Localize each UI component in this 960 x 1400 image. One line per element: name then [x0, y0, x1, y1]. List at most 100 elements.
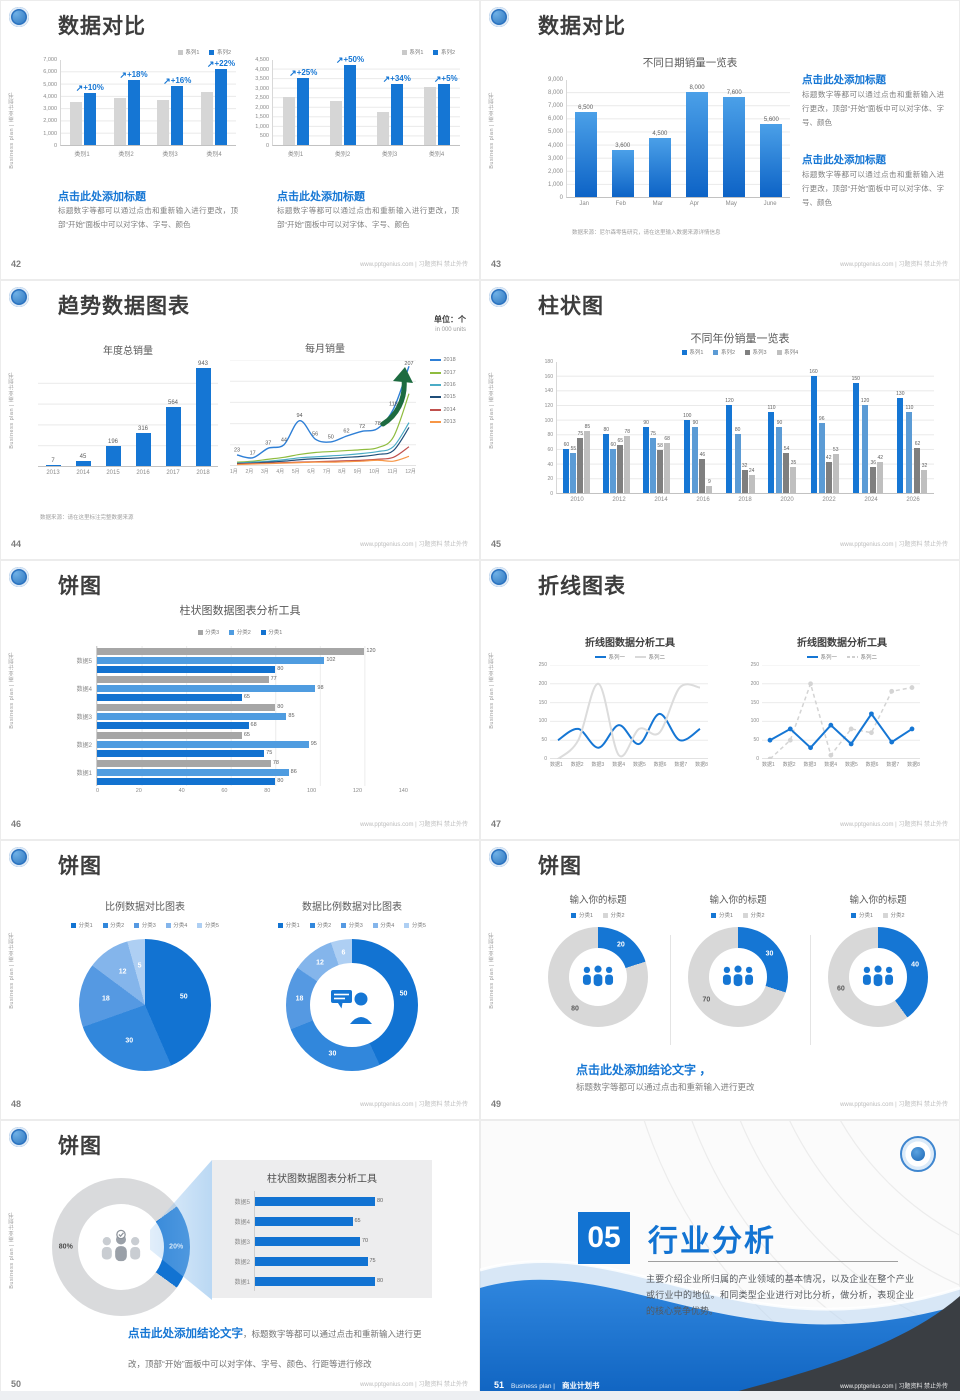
grouped-column-chart: 180 160 140 120 100 80 60 40 20 0 60 55 75 85 80 60 65 78…	[538, 359, 934, 503]
svg-text:50: 50	[328, 434, 334, 440]
data-source-note: 数据来源：尼尔森零售研究，请在这里输入数据来源详情信息	[572, 230, 721, 236]
school-logo-icon	[9, 1127, 29, 1147]
sidebar-watermark: Business plan | 商业计划书	[9, 652, 15, 729]
slide-42[interactable]: Business plan | 商业计划书 数据对比 系列1 系列2 7,000 6…	[0, 0, 480, 280]
block-body: 标题数字等都可以通过点击和重新输入进行更改，顶部“开始”面板中可以对字体、字号、…	[802, 90, 944, 127]
footer-text: www.pptgenius.com | 习题资料 禁止外传	[360, 1382, 468, 1388]
bar-chart-right: 系列1 系列2 4,500 4,000 3,500 3,000 2,500 2,000 1,5…	[246, 48, 460, 158]
sidebar-watermark: Business plan | 商业计划书	[489, 932, 495, 1009]
svg-text:23: 23	[234, 447, 240, 453]
background-waves	[480, 1120, 960, 1400]
footer-text: www.pptgenius.com | 习题资料 禁止外传	[360, 1102, 468, 1108]
chart-legend: 分类3 分类2 分类1	[120, 628, 360, 636]
chart-legend: 分类1 分类2	[672, 911, 804, 919]
svg-text:78: 78	[375, 421, 381, 427]
svg-text:37: 37	[265, 441, 271, 447]
page-number: 43	[491, 259, 502, 269]
page-number: 48	[11, 1099, 22, 1109]
school-logo-icon	[9, 847, 29, 867]
svg-text:94: 94	[296, 413, 302, 419]
page-title: 数据对比	[538, 15, 626, 38]
unit-label: 单位：个 in 000 units	[434, 315, 466, 333]
section-title: 行业分析	[648, 1225, 776, 1258]
sidebar-watermark: Business plan | 商业计划书	[9, 372, 15, 449]
analysis-panel: 柱状图数据图表分析工具 数据5 数据4 数据3 数据2 数据1 80 65 70 75 80	[212, 1160, 432, 1298]
page-title: 柱状图	[538, 295, 604, 318]
page-number: 46	[11, 819, 22, 829]
page-number: 51	[494, 1380, 505, 1390]
section-body: 主要介绍企业所归属的产业领域的基本情况，以及企业在整个产业或行业中的地位。和同类…	[646, 1274, 914, 1316]
conclusion-heading: 点击此处添加结论文字	[128, 1328, 243, 1340]
school-logo-icon	[900, 1136, 936, 1172]
chart-legend: 分类1 分类2 分类3 分类4 分类5	[252, 921, 452, 929]
slide-49[interactable]: Business plan | 商业计划书 饼图 输入你的标题 分类1 分类2 2…	[480, 840, 960, 1120]
people-group-icon	[859, 964, 897, 990]
sidebar-watermark: Business plan | 商业计划书	[9, 1212, 15, 1289]
conclusion-heading: 点击此处添加结论文字 ，	[576, 1063, 712, 1077]
slide-44[interactable]: Business plan | 商业计划书 趋势数据图表 单位：个 in 000…	[0, 280, 480, 560]
footer-text: www.pptgenius.com | 习题资料 禁止外传	[840, 542, 948, 548]
slide-51[interactable]: 05 行业分析 主要介绍企业所归属的产业领域的基本情况，以及企业在整个产业或行业…	[480, 1120, 960, 1400]
data-source-note: 数据来源：请在这里标注完整数据来源	[40, 515, 134, 521]
chart-title: 年度总销量	[103, 346, 153, 357]
slide-43[interactable]: Business plan | 商业计划书 数据对比 不同日期销量一览表 9,0…	[480, 0, 960, 280]
page-title: 趋势数据图表	[58, 295, 190, 318]
line-chart-left: 折线图数据分析工具 系列一 系列二 250 200 150 100 50 0 数据1 数据2 数据…	[530, 634, 730, 768]
horizontal-bar-chart: 数据5 数据4 数据3 数据2 数据1 120 102 80 77 98 65 80 85 68 65 95 7…	[76, 646, 408, 794]
chart-title: 输入你的标题	[849, 895, 907, 906]
slide-47[interactable]: Business plan | 商业计划书 折线图表 折线图数据分析工具 系列一…	[480, 560, 960, 840]
donut-block-2: 输入你的标题 分类1 分类2 30 70	[672, 892, 804, 1027]
svg-text:118: 118	[389, 402, 398, 408]
annual-sales-chart: 年度总销量 7 45 196 316 564 943 2013 2014 2015 2016 201…	[38, 342, 218, 476]
page-number: 50	[11, 1379, 22, 1389]
slide-48[interactable]: Business plan | 商业计划书 饼图 比例数据对比图表 分类1 分类2…	[0, 840, 480, 1120]
donut-chart: 40 60	[828, 927, 928, 1027]
page-title: 折线图表	[538, 575, 626, 598]
people-group-icon	[579, 964, 617, 990]
chart-legend: 系列一 系列二	[530, 653, 730, 661]
chart-title: 输入你的标题	[569, 895, 627, 906]
divider	[648, 1261, 898, 1262]
page-number: 45	[491, 539, 502, 549]
block-heading: 点击此处添加标题	[802, 74, 886, 86]
svg-text:44: 44	[281, 437, 287, 443]
svg-text:17: 17	[250, 450, 256, 456]
chart-legend: 系列一 系列二	[742, 653, 942, 661]
divider	[810, 935, 811, 1045]
svg-text:207: 207	[404, 361, 413, 367]
donut-block-1: 输入你的标题 分类1 分类2 20 80	[532, 892, 664, 1027]
donut-chart-block: 数据比例数据对比图表 分类1 分类2 分类3 分类4 分类5	[252, 898, 452, 1071]
conclusion: 点击此处添加结论文字，标题数字等都可以通过点击和重新输入进行更改，顶部“开始”面…	[128, 1318, 428, 1379]
donut-chart: 50 30 18 12 6	[286, 939, 418, 1071]
slide-46[interactable]: Business plan | 商业计划书 饼图 柱状图数据图表分析工具 分类3…	[0, 560, 480, 840]
page-title: 饼图	[58, 1135, 102, 1158]
slide-50[interactable]: Business plan | 商业计划书 饼图 20%80% 柱状	[0, 1120, 480, 1400]
sidebar-watermark: Business plan | 商业计划书	[489, 372, 495, 449]
svg-text:56: 56	[312, 432, 318, 438]
monthly-sales-chart: 每月销量 23 17 37 44 94 56 50 62 72 78 118 207 1月 2月 3月 4月 5…	[230, 340, 420, 475]
school-logo-icon	[489, 567, 509, 587]
chart-title: 折线图数据分析工具	[797, 638, 887, 649]
page-number: 44	[11, 539, 22, 549]
chart-legend: 分类1 分类2	[532, 911, 664, 919]
block-body: 标题数字等都可以通过点击和重新输入进行更改，顶部“开始”面板中可以对字体、字号、…	[802, 170, 944, 207]
chart-title: 每月销量	[305, 344, 345, 355]
page-title: 饼图	[58, 855, 102, 878]
slide-45[interactable]: Business plan | 商业计划书 柱状图 不同年份销量一览表 系列1 系…	[480, 280, 960, 560]
pie-chart-block: 比例数据对比图表 分类1 分类2 分类3 分类4 分类5 50 30 18 12 5	[50, 898, 240, 1071]
people-check-icon	[96, 1229, 146, 1265]
bar-chart-left: 系列1 系列2 7,000 6,000 5,000 4,000 3,000 2,000 1,0…	[34, 48, 236, 158]
chart-legend: 分类1 分类2	[812, 911, 944, 919]
sidebar-watermark: Business plan | 商业计划书	[9, 932, 15, 1009]
chart-title: 比例数据对比图表	[105, 902, 185, 913]
chart-title: 数据比例数据对比图表	[302, 902, 402, 913]
line-chart-right: 折线图数据分析工具 系列一 系列二 250 200 150 100 50 0 数据1 数据2 数据…	[742, 634, 942, 768]
school-logo-icon	[9, 287, 29, 307]
school-logo-icon	[9, 7, 29, 27]
chart-legend: 系列1 系列2	[34, 48, 236, 56]
footer-text: www.pptgenius.com | 习题资料 禁止外传	[360, 262, 468, 268]
chart-legend: 系列1 系列2 系列3 系列4	[620, 348, 860, 356]
people-group-icon	[719, 964, 757, 990]
panel-title: 柱状图数据图表分析工具	[267, 1174, 377, 1185]
